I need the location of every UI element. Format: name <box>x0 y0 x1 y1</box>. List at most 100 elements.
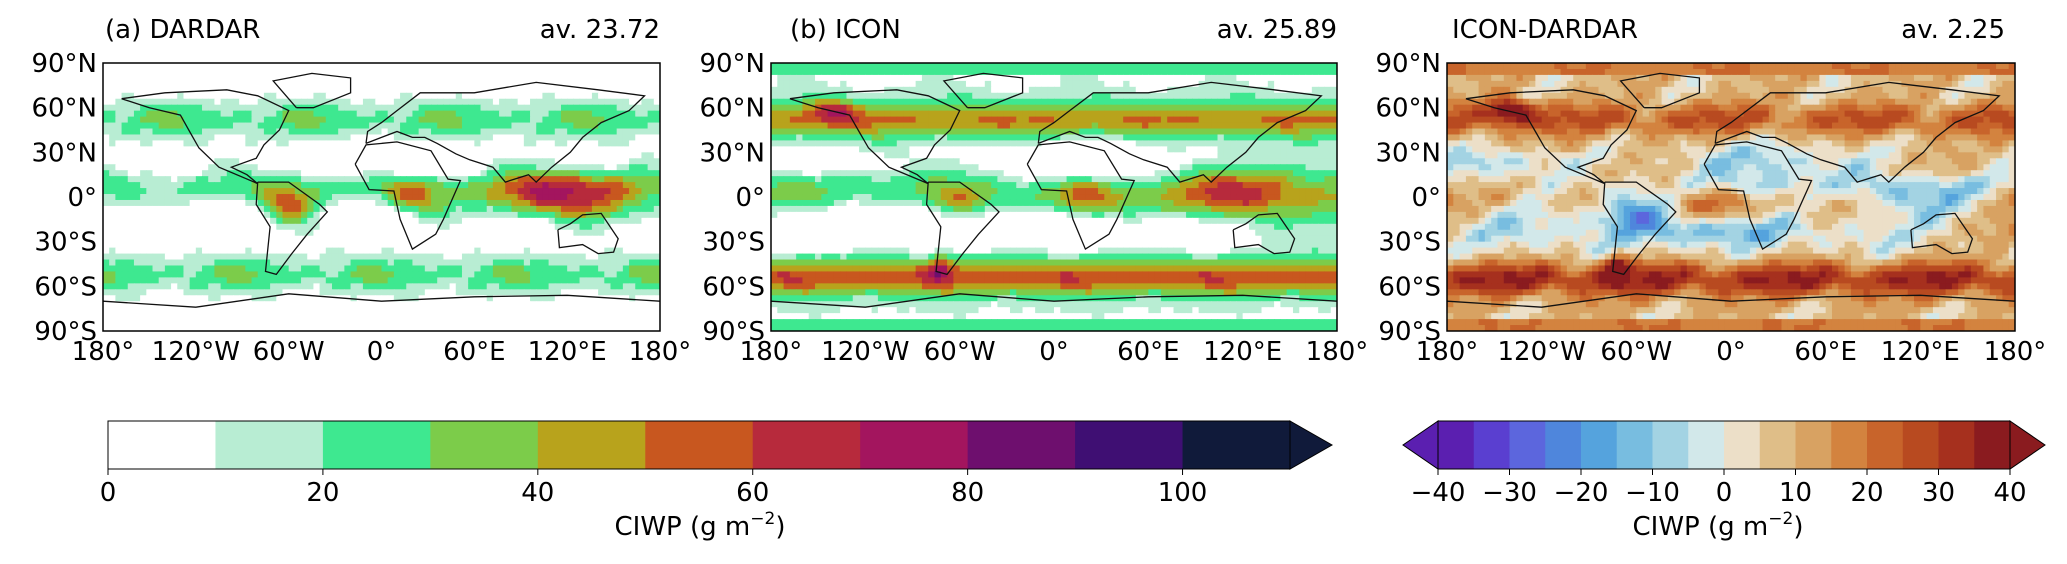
map-cell <box>653 301 660 308</box>
map-cell <box>548 98 556 106</box>
map-cell <box>331 98 339 106</box>
map-cell <box>418 211 426 219</box>
map-cell <box>313 229 321 237</box>
map-cell <box>325 128 333 136</box>
map-cell <box>412 158 420 165</box>
map-cell <box>567 134 574 142</box>
map-cell <box>257 134 265 142</box>
map-cell <box>840 122 848 130</box>
map-cell <box>220 265 228 273</box>
map-cell <box>449 313 457 320</box>
map-cell <box>375 301 383 308</box>
map-cell <box>350 92 358 100</box>
map-cell <box>437 86 444 94</box>
map-cell <box>195 92 203 100</box>
map-cell <box>1173 68 1181 76</box>
map-cell <box>947 92 954 100</box>
map-cell <box>1123 86 1131 94</box>
map-cell <box>171 259 178 267</box>
map-cell <box>915 92 923 100</box>
map-cell <box>133 205 141 213</box>
map-cell <box>443 253 451 261</box>
map-cell <box>567 146 574 153</box>
map-cell <box>406 217 414 225</box>
map-cell <box>381 271 389 278</box>
map-cell <box>431 170 438 177</box>
map-cell <box>1242 74 1250 82</box>
map-cell <box>177 104 185 112</box>
map-cell <box>647 134 655 142</box>
map-cell <box>424 229 432 237</box>
map-cell <box>189 68 197 76</box>
map-cell <box>1305 86 1313 94</box>
map-cell <box>505 247 513 255</box>
map-cell <box>140 74 147 82</box>
map-cell <box>517 146 525 153</box>
map-cell <box>511 80 519 88</box>
map-cell <box>635 92 643 100</box>
map-cell <box>846 74 854 82</box>
map-cell <box>877 116 885 124</box>
map-cell <box>517 158 525 165</box>
map-cell <box>133 265 141 273</box>
map-cell <box>629 325 636 331</box>
map-cell <box>1123 80 1131 88</box>
map-cell <box>1003 110 1011 118</box>
map-cell <box>331 295 339 302</box>
panel-dardar: (a) DARDAR av. 23.72 90°N60°N30°N0°30°S6… <box>31 15 691 367</box>
map-cell <box>171 217 178 225</box>
map-cell <box>325 199 333 207</box>
map-cell <box>1274 80 1281 88</box>
map-cell <box>859 63 866 70</box>
map-cell <box>412 128 420 136</box>
map-cell <box>158 188 166 195</box>
map-cell <box>468 259 475 267</box>
map-cell <box>152 313 160 320</box>
map-cell <box>189 247 197 255</box>
map-cell <box>103 134 110 142</box>
map-cell <box>307 259 315 267</box>
map-cell <box>245 295 253 302</box>
map-cell <box>802 122 810 130</box>
map-cell <box>554 217 562 225</box>
map-cell <box>344 259 352 267</box>
map-cell <box>146 122 154 130</box>
map-cell <box>301 325 308 331</box>
coastline <box>271 72 352 109</box>
lat-tick-label: 0° <box>67 183 97 213</box>
map-cell <box>257 241 265 249</box>
map-cell <box>486 104 494 112</box>
map-cell <box>424 68 432 76</box>
map-cell <box>1330 74 1337 82</box>
map-cell <box>282 116 290 124</box>
map-cell <box>622 80 630 88</box>
map-cell <box>622 146 630 153</box>
map-cell <box>146 80 154 88</box>
map-cell <box>1261 80 1269 88</box>
map-cell <box>245 199 253 207</box>
map-cell <box>232 194 240 201</box>
map-cell <box>598 188 605 195</box>
map-cell <box>208 128 215 136</box>
map-cell <box>635 277 643 284</box>
map-cell <box>530 217 537 225</box>
map-cell <box>789 63 797 70</box>
map-cell <box>653 247 660 255</box>
map-cell <box>189 289 197 296</box>
map-cell <box>474 271 482 278</box>
map-cell <box>140 146 147 153</box>
map-cell <box>387 164 395 171</box>
map-cell <box>517 140 525 147</box>
map-cell <box>208 271 215 278</box>
map-cell <box>400 158 407 165</box>
map-cell <box>375 307 383 314</box>
map-cell <box>616 134 624 142</box>
map-cell <box>455 98 463 106</box>
map-cell <box>437 80 444 88</box>
map-cell <box>554 74 562 82</box>
map-cell <box>560 74 568 82</box>
map-cell <box>121 229 129 237</box>
map-cell <box>437 241 444 249</box>
map-cell <box>461 176 469 183</box>
map-cell <box>270 158 277 165</box>
